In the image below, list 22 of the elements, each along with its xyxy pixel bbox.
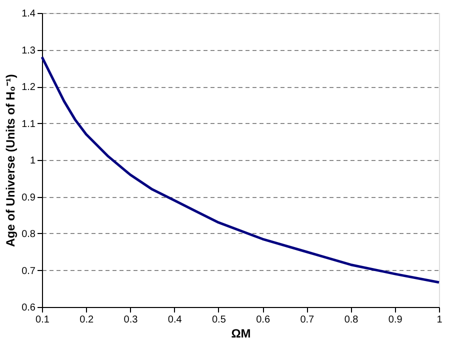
x-tick-label: 0.7	[300, 314, 315, 326]
x-tick-label: 0.5	[212, 314, 226, 326]
line-series	[40, 56, 440, 284]
y-tick-label: 0.8	[22, 229, 36, 240]
y-tick-label: 1.1	[22, 118, 36, 130]
x-tick-label: 0.4	[168, 314, 182, 326]
x-axis-title: ΩM	[231, 326, 251, 340]
x-tick-label: 0.6	[256, 314, 270, 326]
x-tick-label: 0.9	[388, 314, 403, 326]
y-tick-label: 0.6	[22, 302, 36, 314]
y-tick-label: 0.7	[22, 266, 36, 277]
x-tick-label: 0.8	[344, 314, 359, 326]
y-tick-label: 1.3	[22, 45, 36, 56]
x-tick-label: 1	[436, 314, 443, 326]
y-tick-label: 0.9	[22, 192, 36, 204]
y-tick-label: 1.4	[22, 8, 36, 20]
y-axis-title: Age of Universe (Units of H₀⁻¹)	[4, 74, 18, 247]
x-tick-label: 0.3	[124, 314, 138, 326]
x-tick-label: 0.2	[80, 314, 94, 326]
y-tick-label: 1.2	[22, 82, 36, 93]
x-tick-label: 0.1	[36, 314, 50, 326]
y-tick-label: 1	[30, 156, 36, 166]
